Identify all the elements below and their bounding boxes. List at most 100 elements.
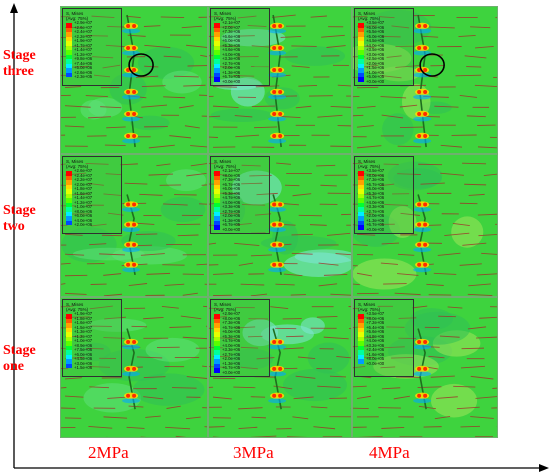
legend-swatch bbox=[358, 36, 364, 41]
natural-fracture bbox=[209, 202, 215, 205]
natural-fracture bbox=[201, 184, 207, 186]
stress-peak bbox=[132, 202, 137, 207]
natural-fracture bbox=[186, 416, 201, 420]
stress-peak bbox=[423, 222, 428, 227]
natural-fracture bbox=[381, 426, 405, 429]
natural-fracture bbox=[255, 213, 272, 216]
natural-fracture bbox=[293, 396, 314, 400]
natural-fracture bbox=[64, 292, 87, 295]
natural-fracture bbox=[356, 86, 379, 89]
stress-contour bbox=[219, 193, 246, 226]
natural-fracture bbox=[290, 294, 306, 296]
stress-peak bbox=[272, 366, 277, 371]
natural-fracture bbox=[397, 253, 415, 256]
stress-contour bbox=[431, 383, 478, 418]
panel-stage-two-3mpa: S, Mises (Avg: 75%) +2.1e+07 +8.0e+06 +7.3e+… bbox=[208, 154, 352, 297]
stress-peak bbox=[423, 24, 428, 28]
legend-value: +8.0e+06 bbox=[222, 315, 241, 321]
natural-fracture bbox=[198, 16, 207, 18]
stress-peak bbox=[423, 393, 428, 398]
legend-swatch bbox=[66, 202, 72, 207]
natural-fracture bbox=[209, 16, 221, 18]
natural-fracture bbox=[474, 84, 497, 87]
natural-fracture bbox=[386, 55, 402, 58]
natural-fracture bbox=[241, 182, 263, 185]
natural-fracture bbox=[428, 355, 445, 359]
natural-fracture bbox=[292, 416, 309, 420]
natural-fracture bbox=[458, 34, 476, 38]
legend-value: +2.1e+07 bbox=[222, 20, 241, 25]
legend-value: +4.5e+06 bbox=[74, 356, 93, 361]
natural-fracture bbox=[353, 385, 367, 388]
stress-peak bbox=[278, 393, 283, 398]
stress-contour bbox=[300, 317, 325, 335]
legend-value: +1.5e+06 bbox=[74, 365, 93, 370]
natural-fracture bbox=[470, 416, 494, 419]
natural-fracture bbox=[173, 75, 199, 78]
natural-fracture bbox=[467, 293, 493, 296]
stress-relief bbox=[268, 398, 287, 404]
stress-peak bbox=[126, 340, 131, 345]
natural-fracture bbox=[89, 366, 110, 368]
legend-value: +3.3e+06 bbox=[222, 347, 241, 352]
natural-fracture bbox=[353, 283, 360, 286]
natural-fracture bbox=[209, 264, 219, 266]
legend-swatch bbox=[66, 36, 72, 41]
legend-value: +1.5e+07 bbox=[74, 324, 93, 330]
legend-value: +1.5e+06 bbox=[366, 65, 385, 70]
legend-value: +1.0e+06 bbox=[366, 69, 385, 75]
legend-value: +6.0e+06 bbox=[366, 24, 385, 30]
legend-subtitle: (Avg: 75%) bbox=[214, 164, 237, 169]
stress-contour bbox=[365, 9, 432, 46]
natural-fracture bbox=[356, 233, 376, 236]
legend-value: +8.0e+06 bbox=[366, 172, 385, 178]
natural-fracture bbox=[64, 233, 83, 236]
natural-fracture bbox=[240, 346, 259, 349]
panel-stage-three-2mpa: S, Mises (Avg: 75%) +2.9e+07 +2.6e+07 +2.4e+… bbox=[60, 6, 208, 154]
natural-fracture bbox=[461, 347, 484, 350]
legend-value: +1.6e+07 bbox=[74, 190, 93, 196]
stress-contour bbox=[80, 99, 107, 120]
natural-fracture bbox=[459, 263, 482, 266]
natural-fracture bbox=[353, 244, 368, 246]
stress-peak bbox=[417, 90, 422, 94]
stress-relief bbox=[268, 138, 287, 144]
natural-fracture bbox=[348, 327, 351, 330]
stress-peak bbox=[126, 24, 131, 28]
legend-value: +5.6e+06 bbox=[366, 329, 385, 334]
legend-swatch bbox=[358, 63, 364, 68]
natural-fracture bbox=[353, 15, 368, 18]
legend-value: +3.5e+07 bbox=[366, 168, 385, 173]
legend-swatch bbox=[214, 36, 220, 41]
natural-fracture bbox=[479, 316, 497, 319]
legend-value: +1.2e+07 bbox=[74, 199, 93, 205]
legend-value: +6.7e+05 bbox=[366, 222, 385, 227]
legend-value: +0.0e+00 bbox=[222, 78, 241, 84]
stress-peak bbox=[132, 68, 137, 72]
stress-contour bbox=[165, 169, 207, 192]
stress-relief bbox=[268, 72, 287, 78]
legend-value: +4.0e+06 bbox=[222, 342, 241, 348]
natural-fracture bbox=[182, 292, 198, 296]
legend-value: +0.0e+00 bbox=[222, 369, 241, 375]
legend-value: +6.7e+05 bbox=[222, 74, 241, 79]
panel-stage-two-2mpa: S, Mises (Avg: 75%) +2.6e+07 +2.4e+07 +2.2e+… bbox=[60, 154, 208, 297]
stress-peak bbox=[278, 222, 283, 227]
legend-swatch bbox=[358, 41, 364, 46]
natural-fracture bbox=[209, 136, 218, 138]
natural-fracture bbox=[291, 233, 313, 236]
legend-value: +1.3e+06 bbox=[222, 69, 241, 75]
natural-fracture bbox=[323, 274, 348, 276]
legend-swatch bbox=[66, 207, 72, 212]
natural-fracture bbox=[212, 86, 237, 88]
legend-value: +5.5e+06 bbox=[366, 29, 385, 34]
natural-fracture bbox=[437, 252, 461, 256]
stress-peak bbox=[278, 24, 283, 28]
natural-fracture bbox=[337, 84, 351, 87]
color-legend: S, Mises (Avg: 75%) +2.6e+07 +2.4e+07 +2.2e+… bbox=[62, 156, 122, 234]
legend-swatch bbox=[358, 27, 364, 32]
legend-swatch bbox=[66, 350, 72, 355]
legend-value: +2.2e+07 bbox=[74, 177, 93, 182]
stress-relief bbox=[413, 50, 432, 56]
legend-value: +6.0e+06 bbox=[222, 329, 241, 334]
